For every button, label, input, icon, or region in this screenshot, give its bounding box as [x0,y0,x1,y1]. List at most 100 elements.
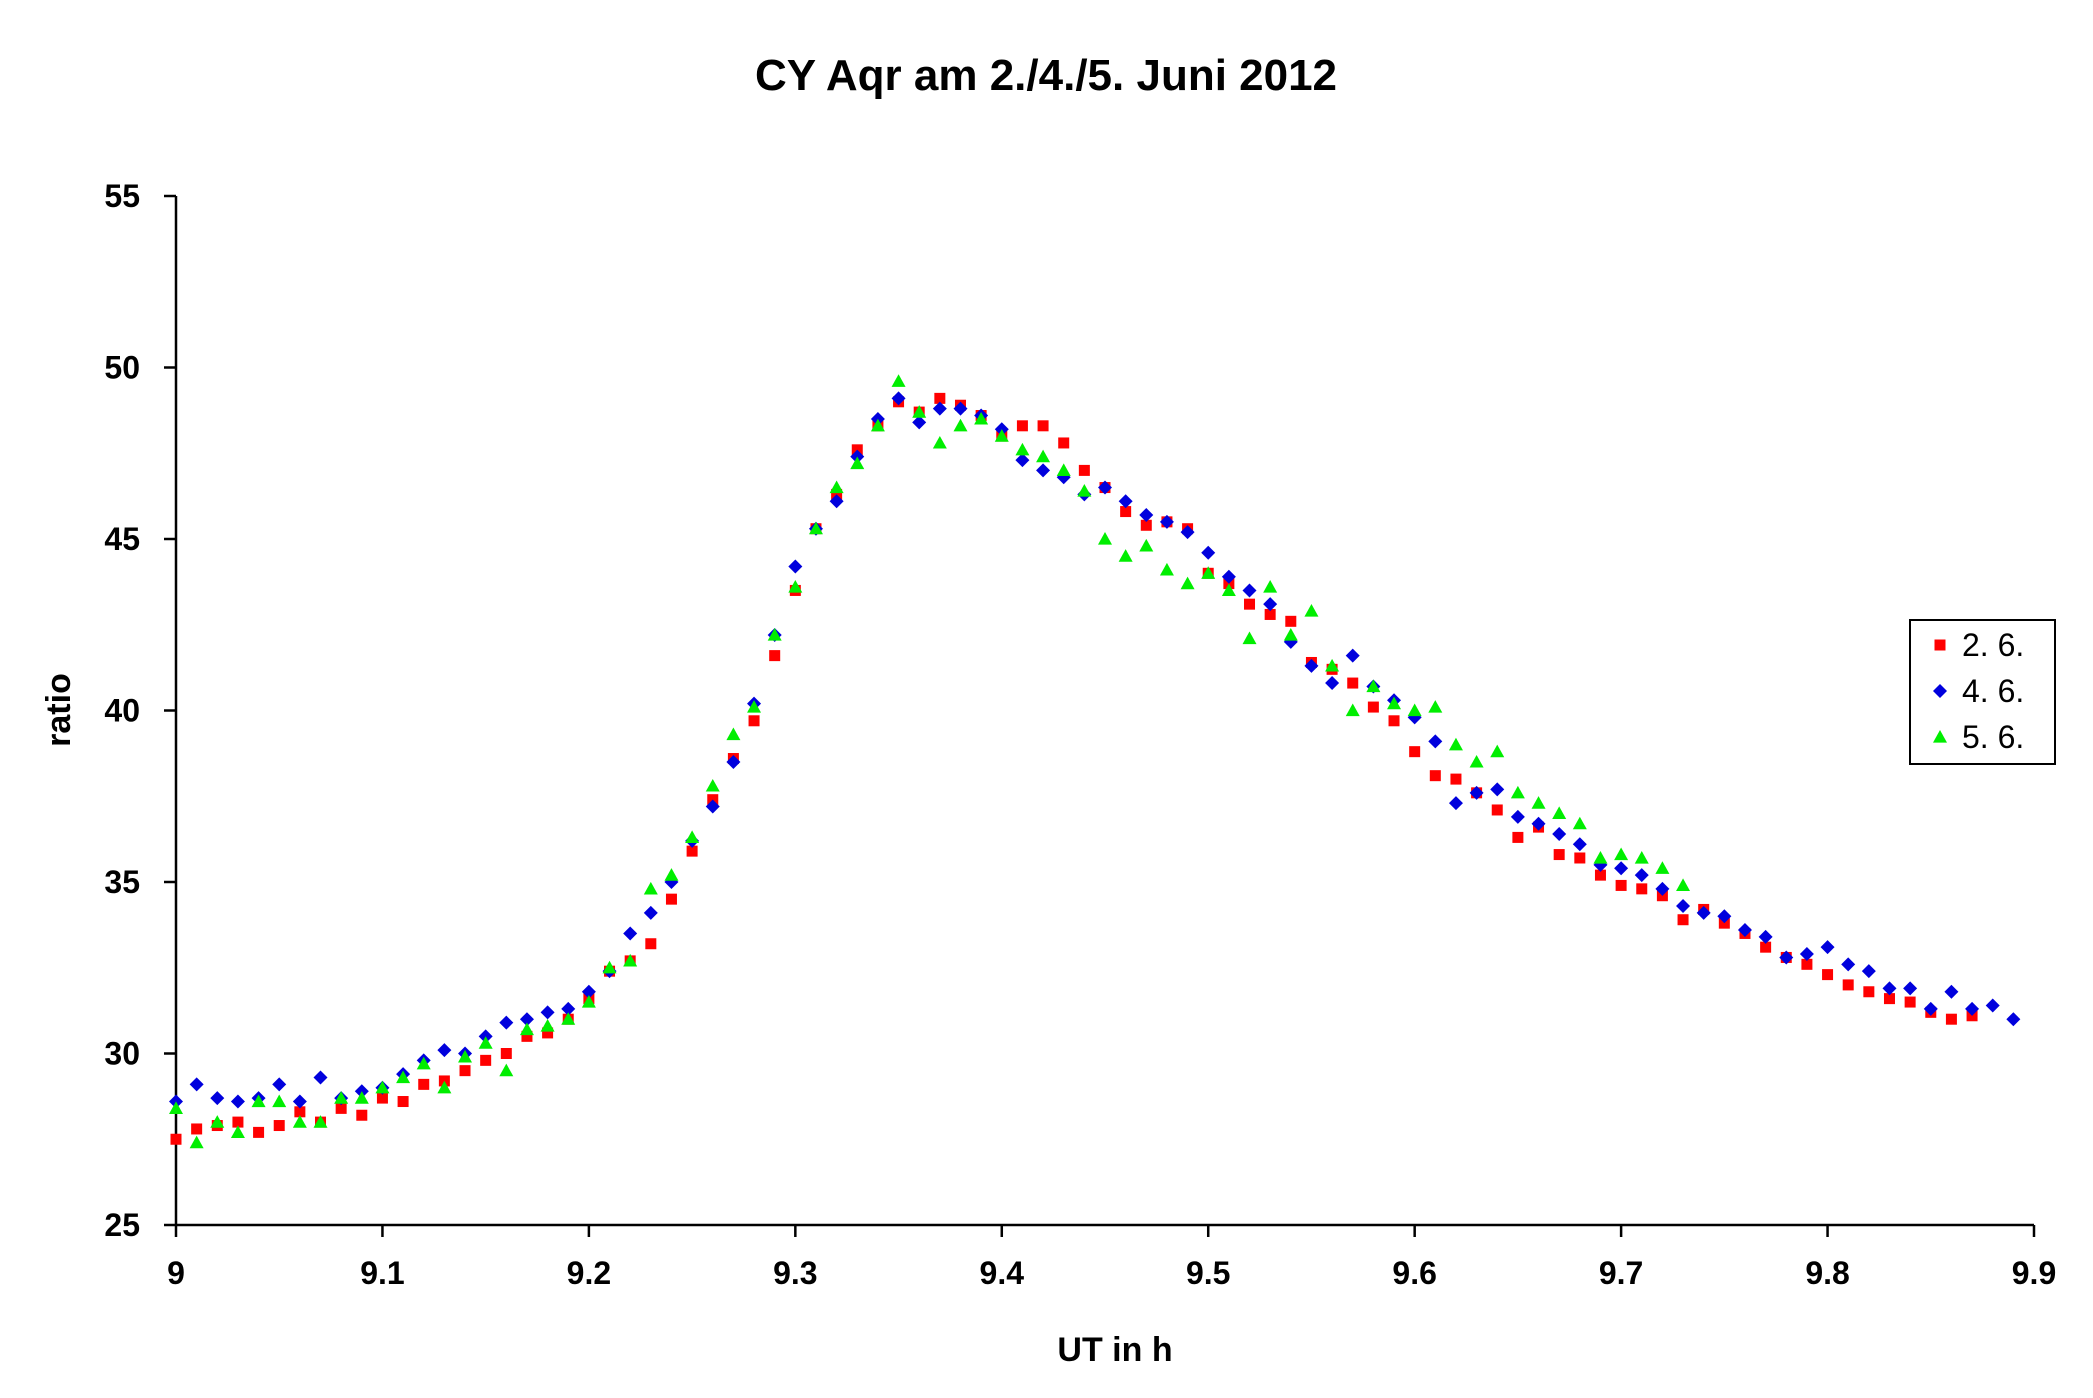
data-point [189,1077,204,1092]
data-point [726,754,741,769]
data-point [335,1102,347,1114]
x-tick-label: 9.6 [1392,1255,1436,1291]
data-point [1469,754,1484,768]
data-point [272,1094,287,1108]
data-point [1221,583,1236,597]
data-point [788,559,803,574]
data-point [1512,831,1524,843]
data-point [1593,850,1608,864]
data-point [232,1116,244,1128]
y-tick-label: 35 [104,864,140,900]
data-point [1098,532,1112,545]
data-point [1677,914,1689,926]
data-point [169,1101,183,1114]
data-point [1078,464,1090,476]
data-point [1696,905,1711,920]
data-point [459,1065,471,1077]
legend-label-series-3: 5. 6. [1962,719,2024,755]
data-point [1409,746,1421,758]
data-point [1965,1001,1980,1016]
series-3 [169,374,1691,1149]
data-point [1553,849,1565,861]
data-point [437,1043,452,1058]
data-point [542,1027,554,1039]
data-point [664,868,679,881]
data-point [478,1036,493,1049]
data-point [1263,580,1278,593]
data-point [1469,785,1484,800]
data-point [1345,648,1360,663]
data-point [1056,463,1071,476]
y-tick-label: 30 [104,1036,140,1072]
data-point [354,1091,369,1104]
data-point [1490,744,1505,758]
data-point [1883,993,1895,1005]
x-tick-label: 9 [167,1255,185,1291]
data-point [705,778,720,792]
data-point [808,521,823,535]
data-point [397,1096,409,1108]
data-point [292,1115,307,1128]
data-point [356,1109,368,1121]
data-point [994,429,1009,442]
data-point [499,1015,514,1030]
legend-marker-series-3 [1933,730,1947,743]
x-tick-label: 9.7 [1599,1255,1643,1291]
data-point [230,1094,245,1109]
data-point [1758,929,1773,944]
data-point [313,1070,328,1085]
data-point [1615,879,1627,891]
data-point [891,374,906,387]
data-point [416,1056,431,1070]
data-point [519,1012,534,1027]
data-point [1387,696,1402,710]
data-point [1655,861,1670,874]
data-point [1139,507,1154,522]
data-point [313,1115,328,1128]
chart-title: CY Aqr am 2./4./5. Juni 2012 [755,51,1337,100]
data-point [1347,677,1359,689]
data-point [1139,538,1154,552]
data-point [521,1030,533,1042]
data-point [1077,483,1092,497]
x-tick-label: 9.2 [567,1255,611,1291]
data-point [1244,598,1256,610]
data-point [273,1120,285,1132]
data-point [1799,947,1814,962]
data-point [1118,549,1133,562]
data-point [189,1135,204,1149]
x-tick-label: 9.1 [360,1255,404,1291]
data-point [1448,737,1463,751]
data-point [458,1049,473,1063]
data-point [1636,883,1648,895]
data-point [1120,506,1132,518]
data-point [294,1106,306,1118]
data-point [499,1063,514,1077]
data-point [1285,615,1297,627]
data-point [1614,847,1629,861]
data-point [1531,816,1546,831]
data-point [1510,809,1525,824]
data-point [1801,958,1813,970]
data-point [643,881,658,895]
data-point [1634,868,1649,883]
data-point [1717,909,1732,924]
data-point [1159,514,1174,529]
data-point [1882,981,1897,996]
data-point [1263,597,1278,612]
data-point [788,580,803,593]
y-tick-label: 40 [104,693,140,729]
data-point [1118,494,1133,509]
data-point [1842,979,1854,991]
data-point [1655,881,1670,896]
data-point [769,650,781,662]
data-point [519,1022,534,1036]
data-point [581,995,596,1008]
data-point [1552,826,1567,841]
data-point [1676,899,1691,914]
data-point [1531,796,1546,809]
data-point [1737,923,1752,938]
y-tick-label: 45 [104,521,140,557]
data-point [748,715,760,727]
data-point [912,415,927,430]
